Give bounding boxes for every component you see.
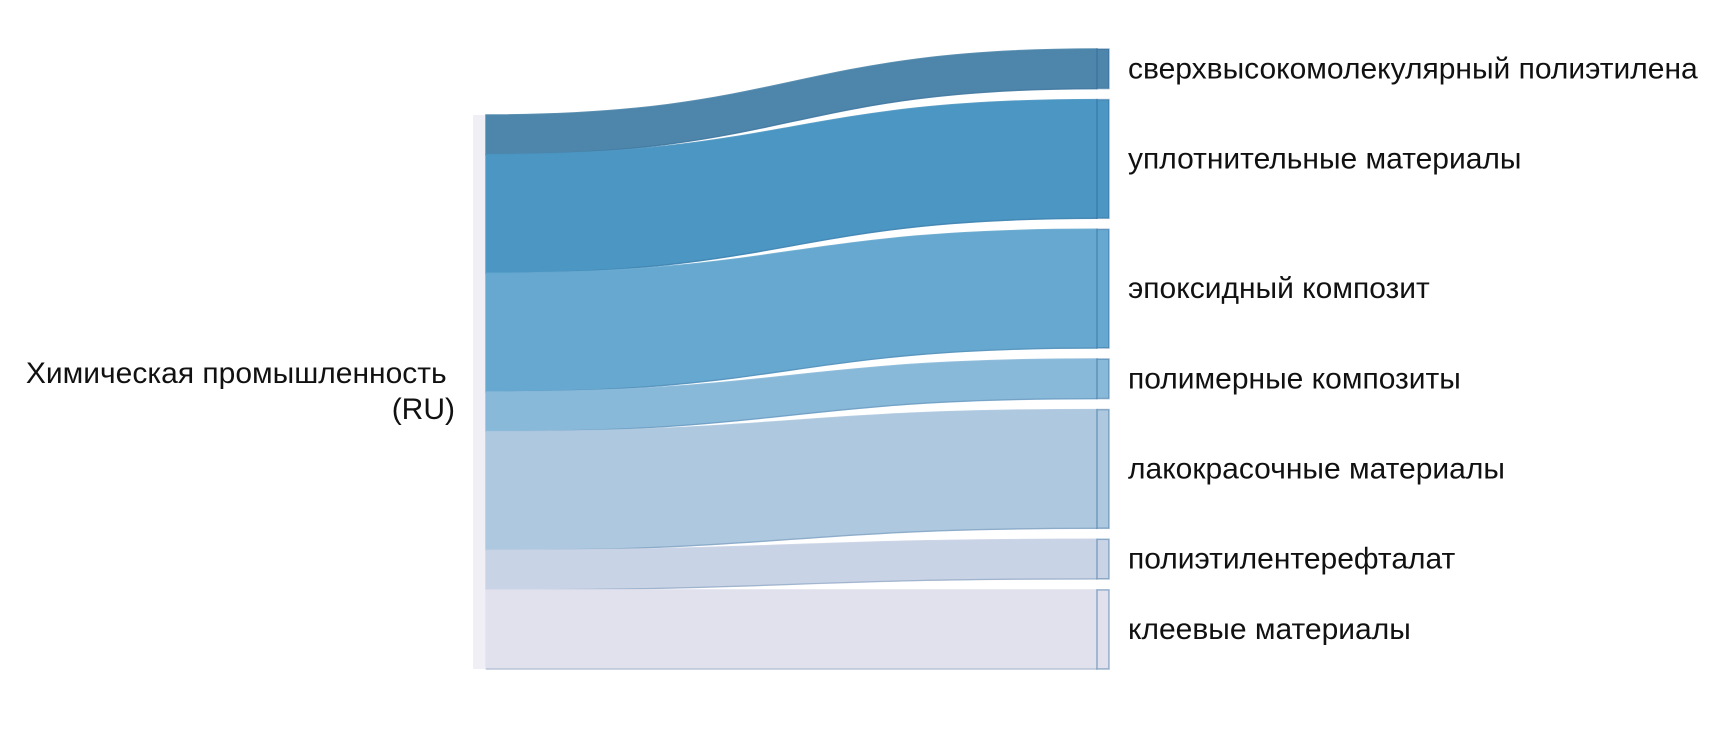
source-label-line-2: (RU) <box>392 393 455 426</box>
target-node-bar <box>1096 228 1110 349</box>
target-nodes-group: сверхвысокомолекулярный полиэтилена уплот… <box>1096 48 1698 670</box>
target-node-bar <box>1096 538 1110 580</box>
target-node-label: сверхвысокомолекулярный полиэтилена <box>1128 52 1698 85</box>
target-node-bar <box>1096 48 1110 90</box>
target-node-label: полимерные композиты <box>1128 362 1461 395</box>
source-node-label: Химическая промышленность (RU) <box>26 357 455 426</box>
target-node-label: уплотнительные материалы <box>1128 142 1522 175</box>
target-node-label: эпоксидный композит <box>1128 272 1430 305</box>
target-node-label: полиэтилентерефталат <box>1128 543 1456 576</box>
target-node-label: клеевые материалы <box>1128 613 1411 646</box>
target-node-bar <box>1096 98 1110 220</box>
links-group <box>485 48 1098 670</box>
sankey-link <box>485 589 1098 670</box>
target-node-bar <box>1096 589 1110 670</box>
sankey-link <box>485 408 1098 552</box>
sankey-link <box>485 98 1098 275</box>
source-label-line-1: Химическая промышленность <box>26 357 447 390</box>
target-node-label: лакокрасочные материалы <box>1128 452 1505 485</box>
target-node-bar <box>1096 358 1110 400</box>
target-node-bar <box>1096 408 1110 530</box>
